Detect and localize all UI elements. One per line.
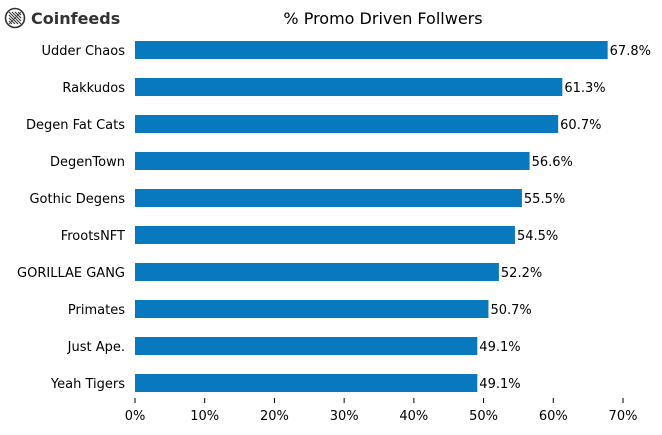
category-label: Primates <box>68 303 125 318</box>
brand-name: Coinfeeds <box>31 9 120 28</box>
category-label: Degen Fat Cats <box>26 118 125 133</box>
x-tick-label: 40% <box>399 409 428 424</box>
value-label: 54.5% <box>517 229 558 244</box>
value-label: 67.8% <box>610 44 651 59</box>
bar <box>135 226 515 244</box>
value-labels: 67.8% 61.3% 60.7% 56.6% 55.5% 54.5% 52.2% 50.7%… <box>479 44 651 392</box>
value-label: 49.1% <box>479 340 520 355</box>
value-label: 56.6% <box>532 155 573 170</box>
x-tick-label: 30% <box>330 409 359 424</box>
category-labels: Udder Chaos Rakkudos Degen Fat Cats DegenTo… <box>17 44 125 392</box>
bar <box>135 78 563 96</box>
category-label: Udder Chaos <box>41 44 125 59</box>
bar <box>135 41 608 59</box>
x-tick-label: 60% <box>539 409 568 424</box>
x-tick-label: 10% <box>190 409 219 424</box>
bar <box>135 300 489 318</box>
value-label: 61.3% <box>564 81 605 96</box>
bar <box>135 189 522 207</box>
value-label: 55.5% <box>524 192 565 207</box>
category-label: GORILLAE GANG <box>17 266 125 281</box>
category-label: Just Ape. <box>67 340 125 355</box>
value-label: 50.7% <box>490 303 531 318</box>
category-label: Gothic Degens <box>29 192 125 207</box>
x-tick-label: 70% <box>609 409 638 424</box>
bar <box>135 263 499 281</box>
brand-logo: Coinfeeds <box>4 7 120 29</box>
category-label: Rakkudos <box>62 81 125 96</box>
coinfeeds-logo-icon <box>4 7 26 29</box>
bars-group <box>135 41 608 392</box>
x-tick-label: 50% <box>469 409 498 424</box>
value-label: 52.2% <box>501 266 542 281</box>
bar <box>135 374 478 392</box>
x-tick-label: 0% <box>125 409 146 424</box>
bar <box>135 337 478 355</box>
value-label: 60.7% <box>560 118 601 133</box>
category-label: DegenTown <box>50 155 125 170</box>
value-label: 49.1% <box>479 377 520 392</box>
x-axis: 0% 10% 20% 30% 40% 50% 60% 70% <box>125 398 638 424</box>
bar <box>135 152 530 170</box>
x-tick-label: 20% <box>260 409 289 424</box>
chart-title: % Promo Driven Follwers <box>283 9 482 28</box>
category-label: Yeah Tigers <box>50 377 125 392</box>
bar <box>135 115 559 133</box>
category-label: FrootsNFT <box>61 229 125 244</box>
